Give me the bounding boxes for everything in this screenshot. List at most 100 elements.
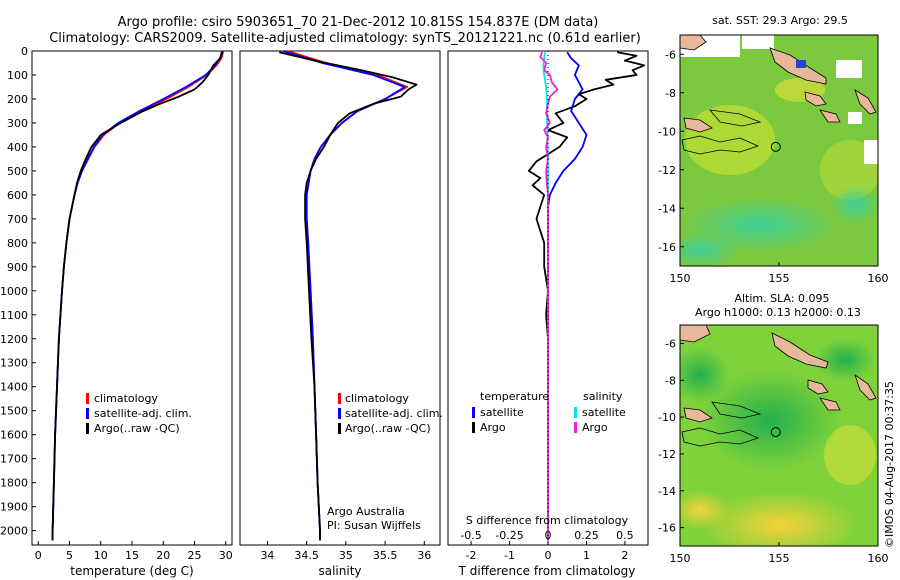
land-islands xyxy=(819,109,841,123)
salinity-x-label: salinity xyxy=(318,564,361,578)
legend-swatch-climatology xyxy=(338,393,341,404)
s-difference-tick-label: 0 xyxy=(545,529,552,542)
map-y-tick-label: -10 xyxy=(658,125,676,138)
map-y-tick-label: -16 xyxy=(658,522,676,535)
difference-x-ticks: -2 -1 0 1 2 xyxy=(466,541,628,562)
sst-warm-patch xyxy=(820,140,878,200)
x-tick-label: 0 xyxy=(35,549,42,562)
x-tick-label: 36 xyxy=(417,549,431,562)
land-islands xyxy=(804,91,827,107)
legend-label-t-argo: Argo xyxy=(480,421,506,434)
depth-tick-label: 700 xyxy=(7,213,28,226)
temperature-x-ticks: 0 5 10 15 20 25 30 xyxy=(35,541,233,562)
x-tick-label: 0 xyxy=(545,549,552,562)
legend-label-t-satellite: satellite xyxy=(480,406,524,419)
sla-map-ticks: 150 155 160 -6 -8 -10 -12 -14 -16 xyxy=(658,337,888,565)
s-difference-tick-label: 0.5 xyxy=(616,529,634,542)
t-difference-x-label: T difference from climatology xyxy=(458,564,636,578)
salinity-x-ticks: 34 34.5 35 35.5 36 xyxy=(260,541,431,562)
salinity-legend: climatology satellite-adj. clim. Argo(..… xyxy=(338,392,443,435)
x-tick-label: 10 xyxy=(94,549,108,562)
sst-cool-patch xyxy=(829,185,878,225)
difference-series xyxy=(527,51,646,541)
depth-tick-label: 1400 xyxy=(0,381,28,394)
sla-high-patch xyxy=(680,490,730,530)
depth-tick-label: 500 xyxy=(7,165,28,178)
depth-tick-label: 1500 xyxy=(0,405,28,418)
legend-swatch-satellite xyxy=(86,408,89,419)
x-tick-label: -2 xyxy=(466,549,477,562)
legend-swatch-t-argo xyxy=(472,422,475,433)
legend-label-s-argo: Argo xyxy=(582,421,608,434)
map-x-tick-label: 150 xyxy=(670,272,691,285)
series-line-argo-raw-qc- xyxy=(278,51,418,541)
land-islands xyxy=(819,397,841,411)
cloud-mask xyxy=(864,140,878,164)
temperature-x-label: temperature (deg C) xyxy=(70,564,193,578)
map-y-tick-label: -8 xyxy=(665,374,676,387)
salinity-plot-frame xyxy=(239,50,441,546)
depth-tick-label: 1200 xyxy=(0,333,28,346)
depth-tick-label: 1000 xyxy=(0,285,28,298)
sst-map-ticks: 150 155 160 -6 -8 -10 -12 -14 -16 xyxy=(658,48,888,285)
map-x-tick-label: 160 xyxy=(868,552,889,565)
s-difference-tick-label: -0.25 xyxy=(495,529,523,542)
depth-tick-label: 600 xyxy=(7,189,28,202)
depth-tick-label: 1800 xyxy=(0,477,28,490)
s-difference-tick-label: -0.5 xyxy=(460,529,481,542)
reef-contour xyxy=(711,401,762,419)
legend-swatch-s-argo xyxy=(574,422,577,433)
depth-tick-label: 1600 xyxy=(0,429,28,442)
x-tick-label: -1 xyxy=(504,549,515,562)
depth-tick-label: 2000 xyxy=(0,525,28,538)
depth-tick-label: 200 xyxy=(7,93,28,106)
x-tick-label: 35 xyxy=(339,549,353,562)
institution-annotation: Argo Australia xyxy=(327,505,405,518)
sla-high-patch xyxy=(824,425,876,485)
sla-low-patch xyxy=(815,338,875,382)
series-line-argo-raw-qc- xyxy=(51,51,224,541)
x-tick-label: 2 xyxy=(621,549,628,562)
map-y-tick-label: -16 xyxy=(658,241,676,254)
s-difference-x-ticks: -0.5 -0.25 0 0.25 0.5 xyxy=(460,529,633,542)
series-line-salinity-argo xyxy=(539,51,559,541)
land-islands xyxy=(807,379,829,395)
map-x-tick-label: 160 xyxy=(868,272,889,285)
depth-tick-label: 800 xyxy=(7,237,28,250)
sla-argo-position-marker xyxy=(770,427,781,438)
pi-annotation: PI: Susan Wijffels xyxy=(327,519,421,532)
legend-header-temperature: temperature xyxy=(480,390,549,403)
s-difference-tick-label: 0.25 xyxy=(574,529,599,542)
cloud-mask xyxy=(836,60,862,78)
cloud-mask xyxy=(742,35,774,49)
legend-swatch-t-satellite xyxy=(472,407,475,418)
land-bougainville xyxy=(854,373,877,401)
series-line-satellite-adj-clim- xyxy=(51,50,223,541)
x-tick-label: 1 xyxy=(583,549,590,562)
sla-map xyxy=(680,325,878,546)
sla-low-patch xyxy=(680,347,730,403)
series-line-climatology xyxy=(286,50,409,541)
salinity-series xyxy=(278,50,418,541)
land-new-britain xyxy=(771,332,829,369)
legend-label-argo: Argo(..raw -QC) xyxy=(94,422,180,435)
depth-tick-label: 1900 xyxy=(0,501,28,514)
temperature-series xyxy=(51,50,225,541)
depth-tick-label: 1700 xyxy=(0,453,28,466)
title-line-1: Argo profile: csiro 5903651_70 21-Dec-20… xyxy=(118,15,599,30)
legend-label-argo: Argo(..raw -QC) xyxy=(345,422,431,435)
title-line-2: Climatology: CARS2009. Satellite-adjuste… xyxy=(49,31,641,46)
s-difference-x-label: S difference from climatology xyxy=(466,514,629,527)
sst-argo-position-marker xyxy=(770,141,781,152)
series-line-temperature-satellite xyxy=(547,51,588,541)
legend-swatch-satellite xyxy=(338,408,341,419)
legend-swatch-s-satellite xyxy=(574,407,577,418)
x-tick-label: 35.5 xyxy=(373,549,398,562)
legend-swatch-climatology xyxy=(86,393,89,404)
x-tick-label: 20 xyxy=(156,549,170,562)
legend-label-climatology: climatology xyxy=(345,392,409,405)
series-line-satellite-adj-clim- xyxy=(282,50,406,541)
depth-tick-label: 0 xyxy=(21,45,28,58)
x-tick-label: 25 xyxy=(188,549,202,562)
